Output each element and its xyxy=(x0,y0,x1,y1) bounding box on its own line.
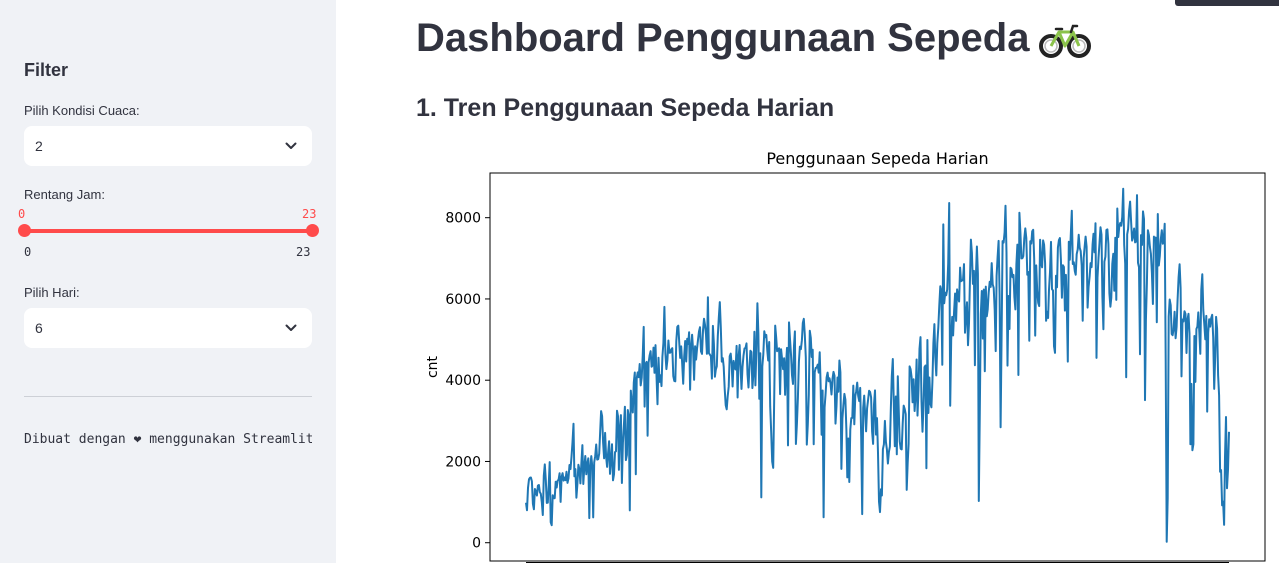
day-label: Pilih Hari: xyxy=(24,285,80,300)
slider-min-tick: 0 xyxy=(24,245,32,259)
page-title-text: Dashboard Penggunaan Sepeda xyxy=(416,16,1030,60)
chart-title: Penggunaan Sepeda Harian xyxy=(766,149,988,168)
sidebar-divider xyxy=(24,396,312,397)
slider-max-tick: 23 xyxy=(296,245,311,259)
hour-range-label: Rentang Jam: xyxy=(24,187,105,202)
series-line xyxy=(525,187,1230,543)
y-tick-label: 8000 xyxy=(445,211,481,227)
page-title: Dashboard Penggunaan Sepeda xyxy=(416,16,1092,61)
sidebar-title: Filter xyxy=(24,60,69,80)
slider-min-value: 0 xyxy=(18,207,26,221)
slider-min-handle[interactable] xyxy=(18,224,31,237)
y-axis-label: cnt xyxy=(425,355,441,378)
daily-usage-chart: Penggunaan Sepeda Harian cnt 0 2000 4000 6000… xyxy=(416,143,1279,568)
bicycle-icon xyxy=(1039,25,1092,59)
y-tick-label: 0 xyxy=(472,536,481,552)
sidebar-footer: Dibuat dengan ❤ menggunakan Streamlit xyxy=(24,432,312,447)
day-select-value: 6 xyxy=(35,320,43,336)
toolbar-strip xyxy=(1175,0,1279,6)
hour-range-slider-track[interactable] xyxy=(24,229,312,233)
y-tick-label: 6000 xyxy=(445,292,481,308)
chevron-down-icon xyxy=(285,142,297,149)
sidebar: Filter Pilih Kondisi Cuaca: 2 Rentang Ja… xyxy=(0,0,336,563)
slider-max-value: 23 xyxy=(302,207,317,221)
chevron-down-icon xyxy=(285,324,297,331)
chart-svg: Penggunaan Sepeda Harian cnt 0 2000 4000 6000… xyxy=(425,149,1266,568)
weather-select-value: 2 xyxy=(35,138,43,154)
section-title: 1. Tren Penggunaan Sepeda Harian xyxy=(416,94,835,122)
y-tick-label: 2000 xyxy=(445,454,481,470)
y-tick-label: 4000 xyxy=(445,373,481,389)
weather-label: Pilih Kondisi Cuaca: xyxy=(24,103,140,118)
slider-max-handle[interactable] xyxy=(306,224,319,237)
day-select[interactable]: 6 xyxy=(24,308,312,348)
plot-frame xyxy=(489,172,1266,562)
weather-select[interactable]: 2 xyxy=(24,126,312,166)
